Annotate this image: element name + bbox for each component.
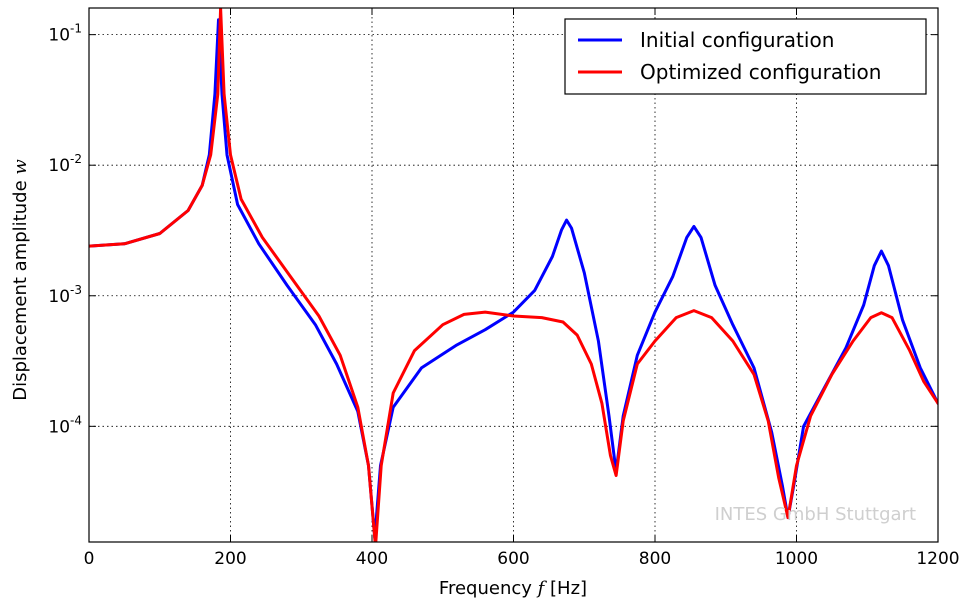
- y-axis-label: Displacement amplitude w: [10, 159, 31, 401]
- watermark: INTES GmbH Stuttgart: [715, 504, 916, 525]
- series-line-initial: [89, 18, 938, 540]
- x-tick-label: 400: [356, 549, 388, 569]
- y-tick-label: 10-1: [48, 22, 82, 46]
- x-tick-label: 0: [84, 549, 95, 569]
- legend-label-optimized: Optimized configuration: [640, 60, 881, 84]
- x-tick-label: 200: [214, 549, 246, 569]
- x-axis-label: Frequency f [Hz]: [439, 578, 587, 599]
- legend: Initial configuration Optimized configur…: [564, 18, 927, 95]
- legend-label-initial: Initial configuration: [640, 28, 834, 52]
- y-tick-label: 10-2: [48, 152, 82, 176]
- x-tick-label: 1200: [916, 549, 959, 569]
- x-tick-label: 600: [497, 549, 529, 569]
- series-lines: [89, 8, 938, 542]
- y-tick-label: 10-4: [48, 413, 82, 437]
- y-tick-label: 10-3: [48, 283, 82, 307]
- axis-ticks: 0 200 400 600 800 1000 1200 10-1 10-2 10-3 10-4: [48, 8, 960, 569]
- series-line-optimized: [89, 8, 938, 542]
- x-tick-label: 800: [639, 549, 671, 569]
- x-tick-label: 1000: [775, 549, 818, 569]
- legend-box: [564, 18, 927, 95]
